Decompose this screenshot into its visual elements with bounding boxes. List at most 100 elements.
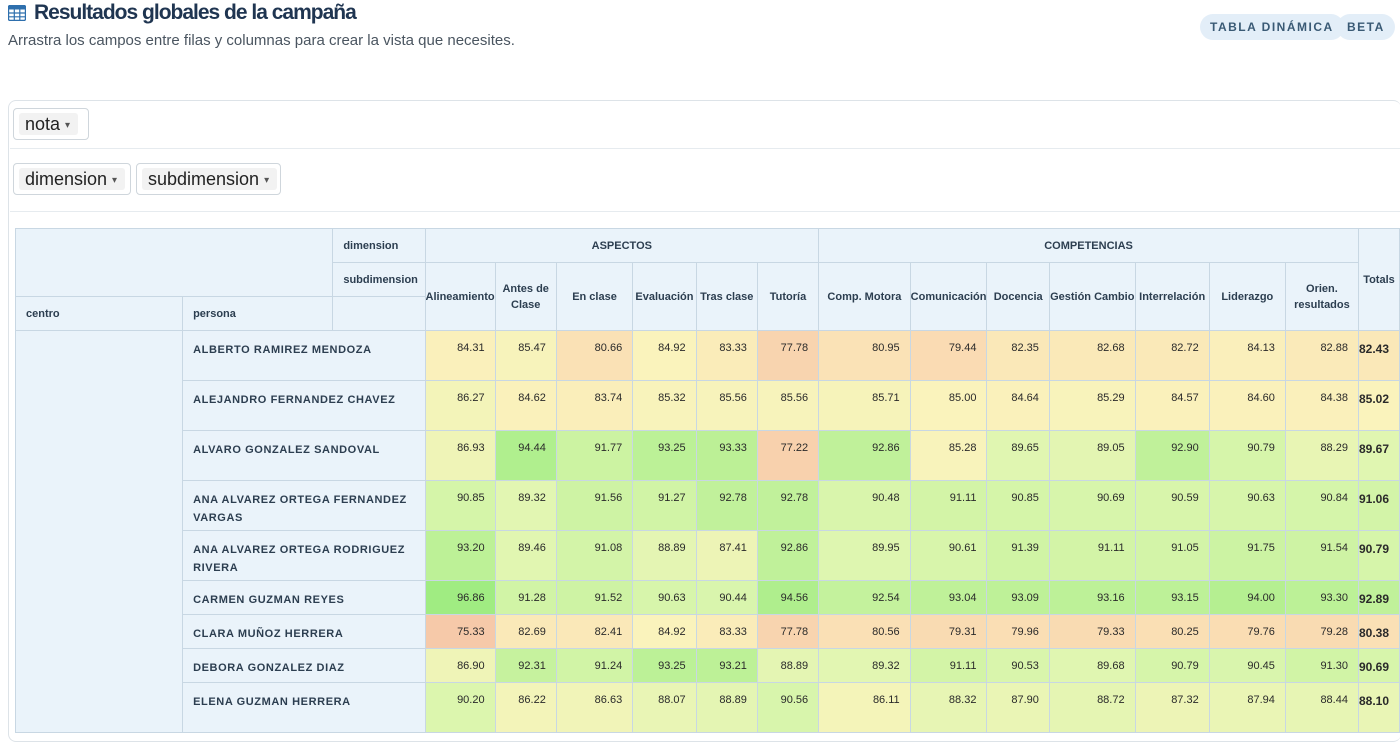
value-cell: 80.95	[818, 330, 911, 381]
value-cell: 88.89	[695, 682, 758, 733]
value-cell: 88.32	[909, 682, 988, 733]
value-cell: 91.77	[555, 430, 634, 481]
value-cell: 85.56	[695, 380, 758, 431]
value-cell: 90.56	[756, 682, 820, 733]
value-cell: 84.57	[1134, 380, 1210, 431]
table-row: ELENA GUZMAN HERRERA 90.20 86.22 86.63 88.07…	[16, 682, 1400, 733]
dimension-header: ASPECTOS	[424, 228, 820, 263]
value-cell: 85.29	[1048, 380, 1136, 431]
value-cell: 90.48	[818, 480, 911, 531]
value-cell: 88.29	[1284, 430, 1359, 481]
row-header-centro: centro	[14, 296, 184, 331]
value-cell: 93.21	[695, 648, 758, 683]
subdimension-header: Evaluación	[632, 262, 697, 331]
value-cell: 83.74	[555, 380, 634, 431]
subdimension-header: Alineamiento	[424, 262, 496, 331]
beta-badge: BETA	[1337, 14, 1395, 40]
page-subtitle: Arrastra los campos entre filas y column…	[8, 32, 515, 49]
value-cell: 87.90	[986, 682, 1050, 733]
value-cell: 86.93	[424, 430, 496, 481]
table-row: ANA ALVAREZ ORTEGA RODRIGUEZ RIVERA 93.20…	[16, 530, 1400, 581]
subdimension-header: Comunicación	[909, 262, 988, 331]
value-cell: 89.32	[494, 480, 557, 531]
dropdown-arrow-icon[interactable]: ▾	[264, 175, 270, 186]
value-cell: 83.33	[695, 330, 758, 381]
value-cell: 93.09	[986, 580, 1050, 615]
table-icon	[8, 5, 26, 21]
table-row: ALVARO GONZALEZ SANDOVAL 86.93 94.44 91.77 9…	[16, 430, 1400, 481]
value-cell: 89.95	[818, 530, 911, 581]
value-cell: 86.90	[424, 648, 496, 683]
table-row: ANA ALVAREZ ORTEGA FERNANDEZ VARGAS 90.85…	[16, 480, 1400, 531]
dropdown-arrow-icon[interactable]: ▾	[112, 175, 118, 186]
subdimension-axis-label: subdimension	[332, 262, 426, 297]
field-label: subdimension	[148, 169, 260, 189]
value-cell: 88.44	[1284, 682, 1359, 733]
persona-cell: CARMEN GUZMAN REYES	[182, 580, 426, 615]
total-cell: 82.43	[1357, 330, 1400, 381]
value-cell: 90.45	[1208, 648, 1286, 683]
value-cell: 79.96	[986, 614, 1050, 649]
value-cell: 86.11	[818, 682, 911, 733]
persona-cell: ANA ALVAREZ ORTEGA FERNANDEZ VARGAS	[182, 480, 426, 531]
value-cell: 77.78	[756, 330, 820, 381]
value-cell: 89.65	[986, 430, 1050, 481]
cols-drop-zone[interactable]: dimension ▾ subdimension ▾	[10, 149, 1400, 212]
value-cell: 84.38	[1284, 380, 1359, 431]
field-pill-dimension[interactable]: dimension ▾	[13, 163, 131, 195]
totals-header: Totals	[1357, 228, 1400, 331]
value-cell: 88.89	[632, 530, 697, 581]
total-cell: 91.06	[1357, 480, 1400, 531]
value-cell: 92.54	[818, 580, 911, 615]
value-cell: 91.52	[555, 580, 634, 615]
value-cell: 86.27	[424, 380, 496, 431]
value-cell: 91.11	[1048, 530, 1136, 581]
value-cell: 90.59	[1134, 480, 1210, 531]
persona-cell: ALVARO GONZALEZ SANDOVAL	[182, 430, 426, 481]
value-cell: 96.86	[424, 580, 496, 615]
subdimension-header: Docencia	[986, 262, 1050, 331]
value-cell: 90.79	[1208, 430, 1286, 481]
value-cell: 79.44	[909, 330, 988, 381]
value-cell: 85.00	[909, 380, 988, 431]
field-pill-subdimension[interactable]: subdimension ▾	[136, 163, 281, 195]
dimension-header: COMPETENCIAS	[818, 228, 1359, 263]
value-cell: 82.69	[494, 614, 557, 649]
value-cell: 79.28	[1284, 614, 1359, 649]
value-cell: 93.30	[1284, 580, 1359, 615]
total-cell: 80.38	[1357, 614, 1400, 649]
value-cell: 90.63	[632, 580, 697, 615]
header-spacer	[332, 296, 426, 331]
value-cell: 82.72	[1134, 330, 1210, 381]
field-pill-nota[interactable]: nota ▾	[13, 108, 89, 140]
value-cell: 85.47	[494, 330, 557, 381]
value-cell: 93.33	[695, 430, 758, 481]
value-cell: 90.63	[1208, 480, 1286, 531]
pivot-table: dimension ASPECTOS COMPETENCIAS Totals subdi…	[14, 228, 1400, 733]
value-cell: 86.22	[494, 682, 557, 733]
value-cell: 92.78	[756, 480, 820, 531]
row-header-persona: persona	[182, 296, 334, 331]
value-cell: 91.24	[555, 648, 634, 683]
value-cell: 84.92	[632, 614, 697, 649]
value-cell: 84.62	[494, 380, 557, 431]
total-cell: 85.02	[1357, 380, 1400, 431]
value-cell: 90.85	[986, 480, 1050, 531]
value-cell: 91.11	[909, 480, 988, 531]
value-cell: 79.76	[1208, 614, 1286, 649]
value-cell: 90.79	[1134, 648, 1210, 683]
value-cell: 94.56	[756, 580, 820, 615]
persona-cell: ALBERTO RAMIREZ MENDOZA	[182, 330, 426, 381]
value-cell: 84.64	[986, 380, 1050, 431]
values-drop-zone[interactable]: nota ▾	[10, 101, 1400, 149]
table-row: ALBERTO RAMIREZ MENDOZA 84.31 85.47 80.66 84…	[14, 330, 1400, 733]
value-cell: 91.27	[632, 480, 697, 531]
value-cell: 91.08	[555, 530, 634, 581]
total-cell: 92.89	[1357, 580, 1400, 615]
value-cell: 91.30	[1284, 648, 1359, 683]
dropdown-arrow-icon[interactable]: ▾	[65, 120, 71, 131]
value-cell: 84.31	[424, 330, 496, 381]
table-row: ALEJANDRO FERNANDEZ CHAVEZ 86.27 84.62 83.7…	[16, 380, 1400, 431]
value-cell: 94.00	[1208, 580, 1286, 615]
total-cell: 90.69	[1357, 648, 1400, 683]
